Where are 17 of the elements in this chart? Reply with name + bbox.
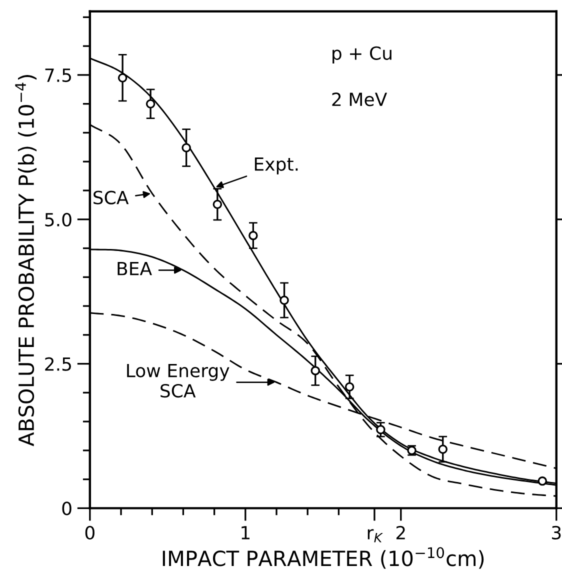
y-axis-title: ABSOLUTE PROBABILITY P(b) (10$^{−4}$) bbox=[15, 75, 37, 446]
annotation: SCA bbox=[94, 190, 129, 204]
annotation: Low Energy SCA bbox=[127, 364, 230, 398]
annotation: p + Cu bbox=[332, 46, 392, 64]
y-tick-label: 5.0 bbox=[45, 212, 72, 226]
x-tick-label: 2 bbox=[396, 526, 405, 540]
y-tick-label: 7.5 bbox=[45, 68, 71, 82]
x-tick-label: 0 bbox=[85, 526, 94, 540]
x-axis-title: IMPACT PARAMETER (10$^{−10}$cm) bbox=[162, 547, 484, 569]
annotation: Expt. bbox=[254, 157, 298, 174]
x-tick-label: 3 bbox=[552, 526, 561, 540]
annotation: 2 MeV bbox=[332, 92, 388, 106]
x-tick-label: 1 bbox=[242, 526, 250, 540]
y-tick-label: 2.5 bbox=[45, 357, 71, 371]
y-tick-label: 0 bbox=[62, 502, 72, 516]
annotation: BEA bbox=[118, 262, 152, 276]
x-tick-label: r$_{K}$ bbox=[368, 529, 383, 542]
